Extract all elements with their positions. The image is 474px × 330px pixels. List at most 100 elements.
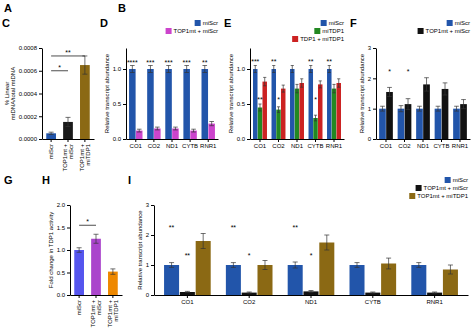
error-bar	[293, 262, 298, 268]
y-axis-title: Fold change in TDP1 activity	[48, 212, 54, 288]
error-bar	[148, 66, 153, 73]
y-tick-mark	[151, 205, 154, 206]
legend: miScrmiTDP1TDP1 + miTDP1	[292, 20, 345, 42]
x-tick-label: CO2	[148, 143, 161, 149]
y-axis-line	[42, 49, 43, 140]
legend-swatch	[418, 28, 424, 34]
error-bar	[406, 99, 411, 110]
y-axis-title-line: % Linear	[4, 82, 10, 106]
bar	[427, 293, 442, 295]
panel: H0.00.51.01.52.0miScrTOP1mt +miScrTOP1mt…	[42, 174, 123, 327]
x-tick-label: ND1	[166, 143, 179, 149]
x-tick-mark	[112, 295, 113, 298]
legend-item: TOP1mt + miTDP1	[409, 193, 468, 199]
error-bar	[332, 84, 335, 92]
legend-swatch	[445, 177, 451, 183]
y-tick-mark	[247, 139, 250, 140]
bar	[303, 291, 318, 295]
y-tick-label: 2.0	[57, 202, 66, 208]
y-axis-title-line: Relative transcript abundance	[104, 53, 110, 133]
error-bar	[337, 79, 340, 87]
x-tick-label: ND1	[417, 143, 430, 149]
y-tick: 0.0000	[19, 136, 42, 142]
x-tick-mark	[135, 139, 136, 142]
x-tick: CO2	[398, 139, 411, 149]
y-tick-label: 0.0000	[19, 136, 38, 142]
y-tick-mark	[39, 116, 42, 117]
y-tick: 0	[146, 292, 154, 298]
legend-label: TOP1mt + miScr	[426, 28, 470, 34]
x-tick-mark	[172, 139, 173, 142]
x-tick: ND1	[305, 295, 318, 305]
error-bar	[262, 261, 267, 270]
x-axis: CO1CO2ND1CYTBRNR1	[251, 139, 345, 149]
sig-label: **	[185, 252, 191, 259]
error-bar	[254, 66, 257, 73]
x-tick-mark	[96, 295, 97, 298]
sig-label: **	[202, 59, 208, 66]
x-tick-mark	[441, 139, 442, 142]
y-tick-label: 0.0002	[19, 114, 38, 120]
y-tick: 1	[368, 106, 376, 112]
x-tick-label-line: ND1	[166, 143, 179, 149]
x-tick-label-line: CYTB	[307, 143, 323, 149]
x-tick-mark	[68, 139, 69, 142]
bar	[258, 108, 262, 140]
bar	[442, 89, 449, 139]
x-tick-label: CO2	[243, 299, 256, 305]
legend-item: miScr	[447, 20, 470, 26]
x-tick-label-line: CYTB	[182, 143, 198, 149]
panel-label: B	[118, 2, 126, 14]
sig-label: *	[248, 252, 251, 259]
error-bar	[209, 122, 214, 126]
x-tick-label: CO1	[254, 143, 267, 149]
y-tick-label: 0	[146, 292, 150, 298]
x-tick: ND1	[291, 139, 304, 149]
x-tick: ND1	[417, 139, 430, 149]
y-tick: 1.0	[57, 247, 70, 253]
x-tick-label-line: CO1	[254, 143, 267, 149]
bar	[108, 272, 118, 295]
y-tick: 0.5	[237, 101, 250, 107]
legend-swatch	[409, 193, 415, 199]
x-tick-label-line: CO2	[243, 299, 256, 305]
panel-title: H	[42, 174, 50, 186]
legend-label: miScr	[203, 20, 218, 26]
y-tick: 2	[368, 76, 376, 82]
error-bar	[155, 127, 160, 130]
bar	[196, 241, 211, 295]
error-bar	[300, 79, 303, 87]
y-axis-title: Relative transcript abundance	[104, 53, 110, 133]
bar	[416, 109, 423, 139]
sig-label: **	[271, 58, 277, 65]
error-bar	[309, 66, 312, 73]
y-axis: 0.00.51.0	[237, 49, 251, 143]
y-tick: 1.0	[113, 66, 126, 72]
error-bar	[436, 106, 441, 111]
plot-area	[74, 234, 117, 295]
y-tick: 1.0	[237, 66, 250, 72]
bar	[379, 109, 386, 139]
y-tick-label: 1.0	[237, 66, 246, 72]
y-axis-title-line: Relative transcript abundance	[228, 53, 234, 133]
x-tick-label-line: miScr	[96, 300, 102, 315]
y-axis-title-line: Fold change in TDP1 activity	[48, 212, 54, 288]
x-tick-label-line: RNR1	[452, 143, 469, 149]
x-tick-label-line: RNR1	[326, 143, 343, 149]
y-tick: 0.0006	[19, 68, 42, 74]
x-tick-label-line: miScr	[76, 300, 82, 315]
y-tick: 2	[146, 232, 154, 238]
error-bar	[231, 263, 236, 268]
x-tick-mark	[51, 139, 52, 142]
error-bar	[110, 269, 115, 274]
y-axis-title: % LinearmtDNA/total mtDNA	[4, 67, 17, 120]
y-tick-mark	[67, 250, 70, 251]
error-bar	[387, 87, 392, 96]
y-axis: 0.00.51.0	[113, 49, 127, 143]
y-axis: 0123	[368, 45, 377, 142]
x-axis: CO1CO2ND1CYTBRNR1	[377, 139, 471, 149]
bar	[183, 69, 190, 139]
legend-label: TOP1mt + miScr	[424, 185, 468, 191]
y-tick-label: 0.5	[237, 101, 246, 107]
x-tick-label: TOP1mt +miTDP1	[107, 299, 120, 327]
